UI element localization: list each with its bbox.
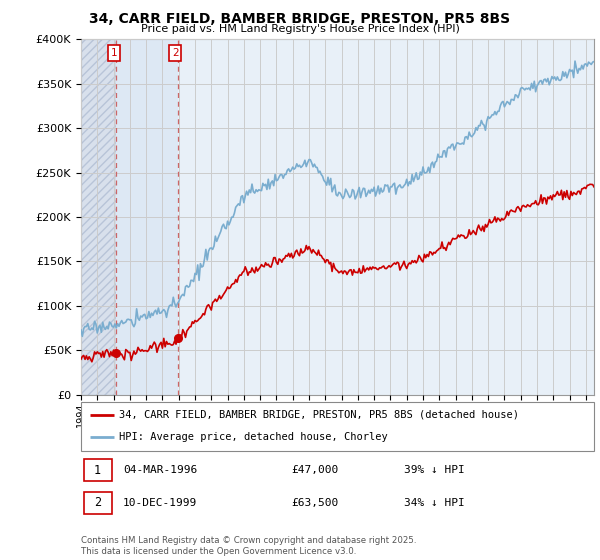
Bar [81, 39, 116, 395]
Text: 34, CARR FIELD, BAMBER BRIDGE, PRESTON, PR5 8BS (detached house): 34, CARR FIELD, BAMBER BRIDGE, PRESTON, … [119, 410, 520, 420]
Text: £47,000: £47,000 [292, 465, 338, 475]
Text: 34, CARR FIELD, BAMBER BRIDGE, PRESTON, PR5 8BS: 34, CARR FIELD, BAMBER BRIDGE, PRESTON, … [89, 12, 511, 26]
Text: 2: 2 [172, 48, 179, 58]
FancyBboxPatch shape [83, 492, 112, 514]
Text: £63,500: £63,500 [292, 498, 338, 507]
Text: HPI: Average price, detached house, Chorley: HPI: Average price, detached house, Chor… [119, 432, 388, 442]
Text: 1: 1 [94, 464, 101, 477]
Text: Price paid vs. HM Land Registry's House Price Index (HPI): Price paid vs. HM Land Registry's House … [140, 24, 460, 34]
Text: 34% ↓ HPI: 34% ↓ HPI [404, 498, 465, 507]
Text: 1: 1 [110, 48, 117, 58]
Text: 04-MAR-1996: 04-MAR-1996 [123, 465, 197, 475]
Text: Contains HM Land Registry data © Crown copyright and database right 2025.
This d: Contains HM Land Registry data © Crown c… [81, 536, 416, 556]
Bar [116, 39, 178, 395]
FancyBboxPatch shape [81, 402, 594, 451]
Text: 10-DEC-1999: 10-DEC-1999 [123, 498, 197, 507]
Text: 39% ↓ HPI: 39% ↓ HPI [404, 465, 465, 475]
FancyBboxPatch shape [83, 459, 112, 481]
Text: 2: 2 [94, 496, 101, 509]
